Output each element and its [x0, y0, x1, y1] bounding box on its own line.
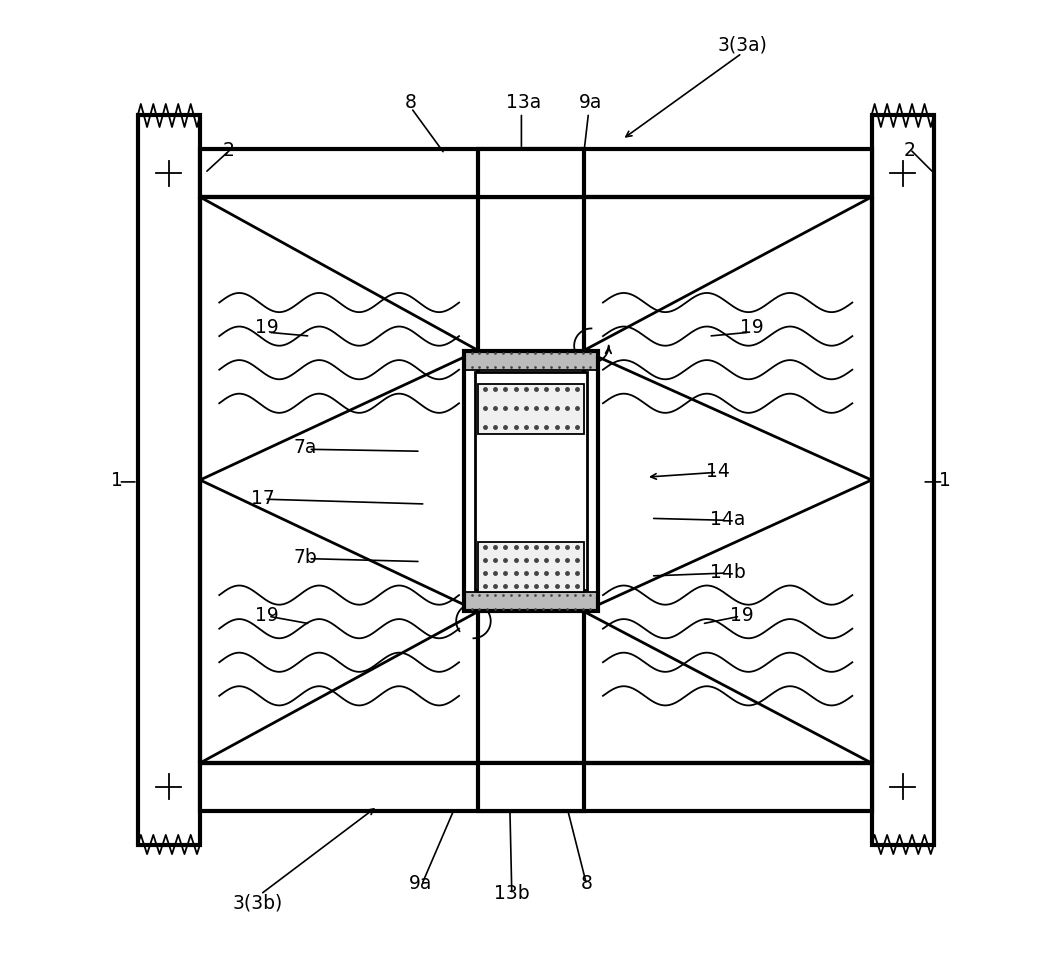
Text: 14b: 14b — [709, 562, 746, 581]
Bar — [138, 116, 200, 845]
Text: 8: 8 — [406, 92, 417, 111]
Text: 17: 17 — [251, 488, 274, 507]
Bar — [872, 116, 933, 845]
Text: 7b: 7b — [294, 548, 318, 567]
Text: 2: 2 — [904, 140, 915, 160]
Text: 19: 19 — [255, 605, 279, 624]
Text: 2: 2 — [223, 140, 235, 160]
Text: 3(3a): 3(3a) — [717, 35, 767, 54]
Text: 19: 19 — [740, 318, 764, 336]
Bar — [478, 150, 584, 198]
Bar — [200, 763, 872, 811]
Text: 19: 19 — [255, 318, 279, 336]
Text: 13a: 13a — [506, 92, 541, 111]
Bar — [464, 593, 598, 612]
Bar — [464, 351, 598, 612]
Text: 19: 19 — [731, 605, 754, 624]
Bar — [478, 763, 584, 811]
Text: 9a: 9a — [409, 874, 432, 893]
Bar — [200, 150, 872, 198]
Text: 14a: 14a — [710, 509, 746, 529]
Text: 1: 1 — [110, 471, 122, 490]
Text: 3(3b): 3(3b) — [233, 893, 282, 912]
Bar — [476, 372, 586, 591]
Text: 1: 1 — [940, 471, 952, 490]
Text: 7a: 7a — [294, 437, 318, 456]
Text: 13b: 13b — [494, 883, 530, 902]
Bar — [478, 543, 584, 593]
Text: 8: 8 — [581, 874, 593, 893]
Text: 14: 14 — [706, 461, 730, 480]
Bar — [478, 384, 584, 434]
Bar — [464, 351, 598, 370]
Text: 9a: 9a — [579, 92, 602, 111]
Bar — [478, 198, 584, 763]
